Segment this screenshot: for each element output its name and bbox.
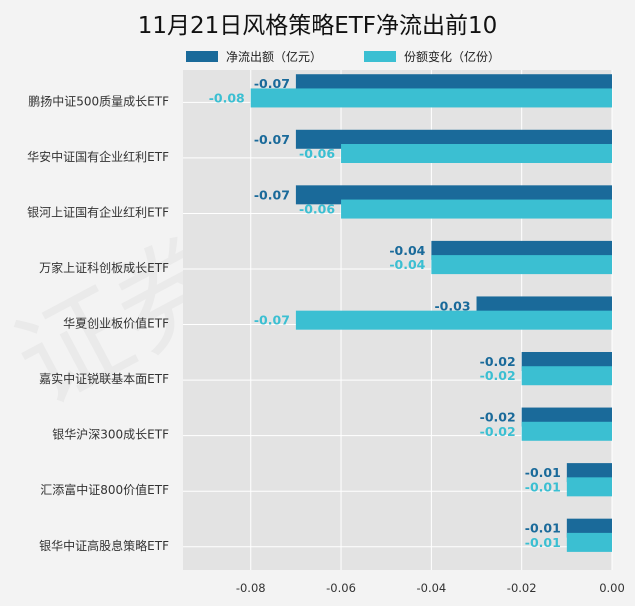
bar-share-change — [295, 310, 612, 330]
legend-swatch-net-outflow — [186, 51, 218, 62]
legend-item-net-outflow: 净流出额（亿元） — [186, 48, 322, 65]
category-label: 万家上证科创板成长ETF — [39, 260, 169, 275]
category-label: 汇添富中证800价值ETF — [40, 482, 169, 497]
data-label-net-outflow: -0.01 — [525, 521, 561, 536]
data-label-net-outflow: -0.02 — [480, 410, 516, 425]
data-label-share-change: -0.02 — [480, 368, 516, 383]
bar-share-change — [566, 477, 612, 497]
data-label-share-change: -0.01 — [525, 535, 561, 550]
data-label-net-outflow: -0.03 — [434, 298, 470, 313]
data-label-share-change: -0.01 — [525, 479, 561, 494]
data-label-share-change: -0.04 — [389, 257, 425, 272]
legend-label-net-outflow: 净流出额（亿元） — [226, 50, 323, 64]
bar-share-change — [566, 532, 612, 552]
data-label-share-change: -0.08 — [209, 90, 245, 105]
bar-share-change — [521, 421, 612, 441]
x-tick-label: -0.02 — [507, 581, 537, 595]
data-label-share-change: -0.06 — [299, 146, 335, 161]
bar-share-change — [431, 255, 612, 275]
bar-share-change — [521, 366, 612, 386]
chart-title: 11月21日风格策略ETF净流出前10 — [137, 13, 498, 39]
data-label-net-outflow: -0.02 — [480, 354, 516, 369]
category-label: 嘉实中证锐联基本面ETF — [39, 371, 169, 386]
category-label: 华夏创业板价值ETF — [63, 316, 169, 331]
x-tick-label: -0.04 — [416, 581, 446, 595]
data-label-share-change: -0.07 — [254, 313, 290, 328]
data-label-net-outflow: -0.07 — [254, 76, 290, 91]
x-tick-label: 0.00 — [599, 581, 625, 595]
category-label: 银河上证国有企业红利ETF — [27, 204, 169, 219]
legend-swatch-share-change — [364, 51, 396, 62]
data-label-net-outflow: -0.01 — [525, 465, 561, 480]
data-label-net-outflow: -0.04 — [389, 243, 425, 258]
bar-share-change — [250, 88, 612, 108]
x-tick-label: -0.08 — [236, 581, 266, 595]
data-label-share-change: -0.02 — [480, 424, 516, 439]
x-tick-label: -0.06 — [326, 581, 356, 595]
legend-label-share-change: 份额变化（亿份） — [404, 50, 501, 64]
data-label-net-outflow: -0.07 — [254, 187, 290, 202]
legend-item-share-change: 份额变化（亿份） — [364, 48, 500, 65]
category-label: 银华沪深300成长ETF — [52, 428, 169, 442]
data-label-net-outflow: -0.07 — [254, 132, 290, 147]
bar-share-change — [341, 144, 612, 163]
data-label-share-change: -0.06 — [299, 202, 335, 217]
bar-share-change — [341, 199, 612, 219]
category-label: 鹏扬中证500质量成长ETF — [28, 93, 169, 108]
category-label: 华安中证国有企业红利ETF — [27, 149, 169, 164]
category-label: 银华中证高股息策略ETF — [39, 538, 169, 553]
